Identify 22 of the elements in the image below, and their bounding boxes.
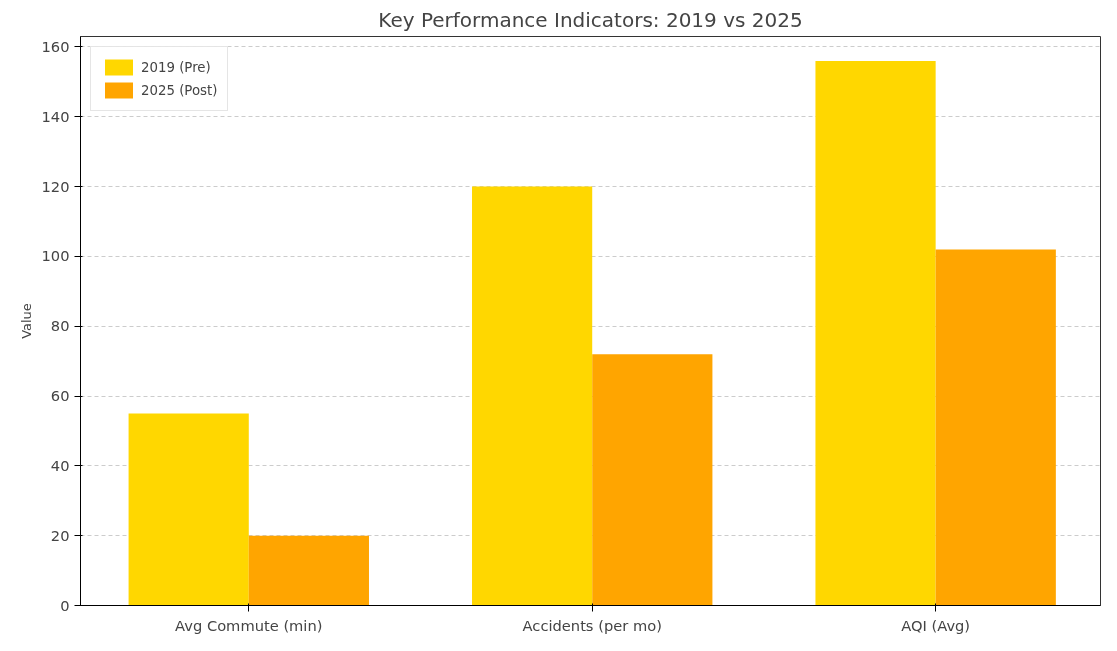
bar xyxy=(128,413,249,606)
legend-label: 2025 (Post) xyxy=(141,82,218,98)
y-tick-label: 120 xyxy=(41,177,70,195)
y-tick-label: 0 xyxy=(60,596,70,614)
y-tick-label: 160 xyxy=(41,37,70,55)
bar xyxy=(472,186,593,606)
x-tick-label: Accidents (per mo) xyxy=(522,616,662,634)
chart-title: Key Performance Indicators: 2019 vs 2025 xyxy=(378,7,803,32)
bar xyxy=(935,249,1056,606)
x-tick-label: AQI (Avg) xyxy=(901,616,971,634)
x-tick-label: Avg Commute (min) xyxy=(175,616,323,634)
bar xyxy=(248,535,369,606)
y-tick-label: 60 xyxy=(50,387,70,405)
y-tick-label: 20 xyxy=(50,526,70,544)
bar xyxy=(815,60,936,606)
y-tick-label: 100 xyxy=(41,247,70,265)
y-tick-label: 40 xyxy=(50,456,70,474)
legend-label: 2019 (Pre) xyxy=(141,59,211,75)
bar xyxy=(592,354,713,606)
y-tick-label: 80 xyxy=(50,317,70,335)
y-axis-title: Value xyxy=(18,303,34,339)
y-tick-label: 140 xyxy=(41,107,70,125)
